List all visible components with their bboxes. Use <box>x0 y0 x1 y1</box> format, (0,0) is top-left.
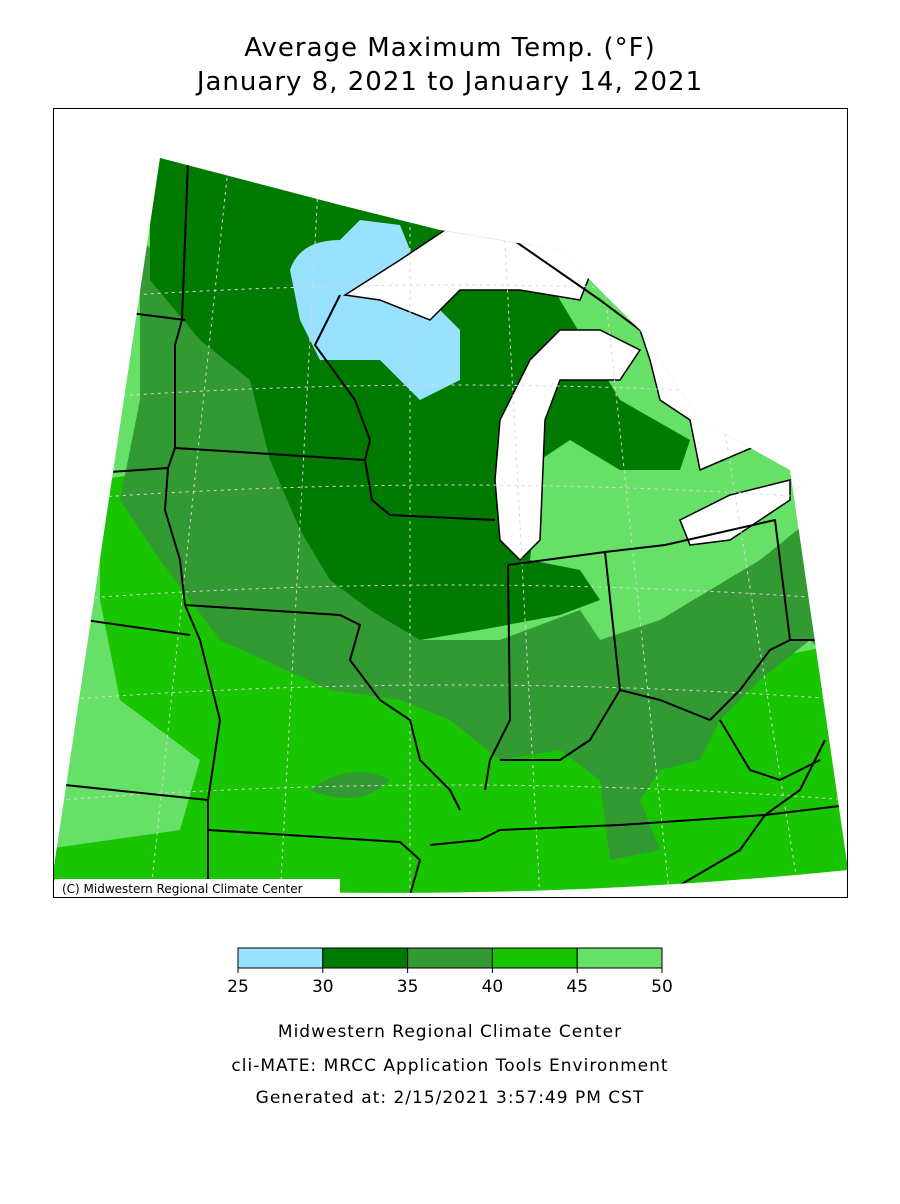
title-line: Average Maximum Temp. (°F) <box>244 33 655 63</box>
title-line: January 8, 2021 to January 14, 2021 <box>195 67 703 97</box>
legend-swatch <box>237 947 324 969</box>
temperature-field <box>53 158 848 893</box>
legend-tick-label: 35 <box>397 977 419 997</box>
legend-tick-label: 30 <box>312 977 334 997</box>
legend-tick-label: 40 <box>482 977 504 997</box>
footer-line: Midwestern Regional Climate Center <box>278 1022 622 1042</box>
legend-swatch <box>491 947 578 969</box>
legend-tick-label: 50 <box>651 977 673 997</box>
legend-swatch <box>322 947 409 969</box>
legend-tick-label: 45 <box>566 977 588 997</box>
copyright: (C) Midwestern Regional Climate Center <box>62 882 303 896</box>
legend: 25 30 35 40 45 50 <box>227 947 673 997</box>
copyright-box <box>55 879 340 897</box>
footer-line: cli-MATE: MRCC Application Tools Environ… <box>231 1056 668 1076</box>
legend-swatch <box>576 947 663 969</box>
legend-tick-label: 25 <box>227 977 249 997</box>
map: (C) Midwestern Regional Climate Center <box>53 108 848 898</box>
legend-swatch <box>407 947 493 969</box>
graticule <box>59 158 848 893</box>
footer-line: Generated at: 2/15/2021 3:57:49 PM CST <box>256 1088 645 1108</box>
band-25-30 <box>290 220 460 400</box>
